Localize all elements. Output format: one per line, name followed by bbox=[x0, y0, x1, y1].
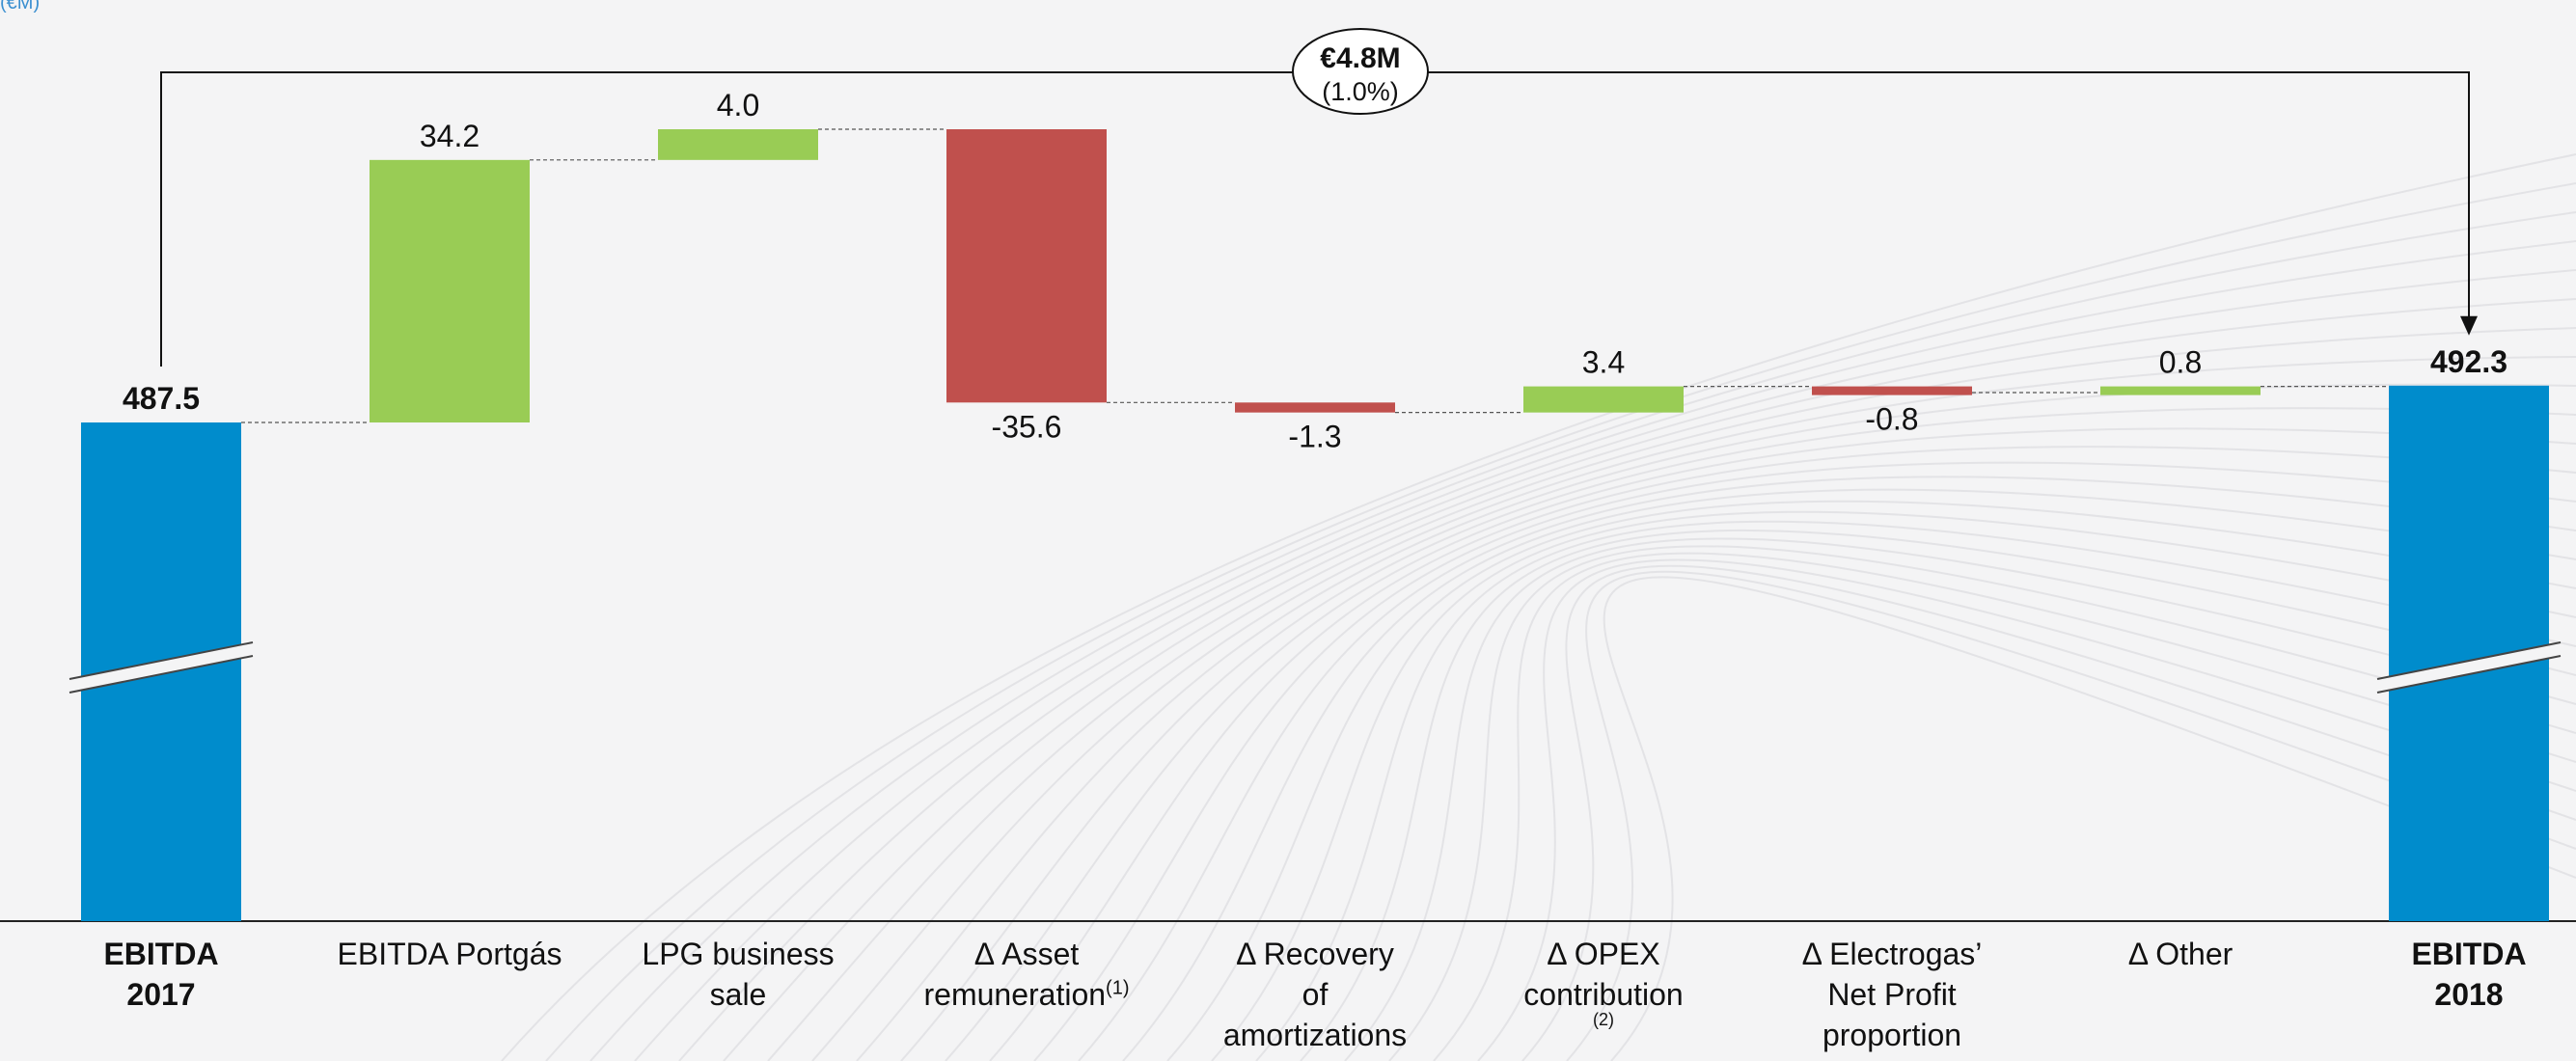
background-waves bbox=[501, 153, 2576, 1061]
axis-break-line bbox=[2376, 655, 2562, 694]
bar bbox=[2100, 386, 2261, 395]
bar bbox=[1812, 386, 1972, 395]
axis-break-line bbox=[2376, 641, 2562, 680]
background-wave-line bbox=[1033, 461, 2576, 1061]
data-label: 34.2 bbox=[420, 119, 480, 153]
background-wave-line bbox=[811, 356, 2576, 1061]
background-wave-line bbox=[589, 211, 2576, 1061]
x-tick-label: EBITDA 2018 bbox=[2411, 937, 2527, 1012]
data-label: -1.3 bbox=[1288, 420, 1341, 454]
unit-label: (€M) bbox=[0, 0, 41, 14]
data-label: 3.4 bbox=[1582, 345, 1625, 380]
background-wave-line bbox=[634, 240, 2576, 1061]
x-tick-label: Δ OPEX contribution (2) bbox=[1523, 937, 1684, 1029]
background-wave-line bbox=[856, 383, 2576, 1061]
background-wave-line bbox=[1477, 558, 2576, 1061]
axis-break-line bbox=[69, 641, 254, 680]
background-wave-line bbox=[767, 327, 2576, 1061]
axis-break-line bbox=[69, 655, 254, 694]
background-wave-line bbox=[1300, 530, 2576, 1061]
data-label: 492.3 bbox=[2430, 344, 2507, 379]
bar bbox=[946, 129, 1107, 403]
background-wave-line bbox=[545, 182, 2576, 1061]
background-wave-line bbox=[1166, 500, 2576, 1061]
delta-pct: (1.0%) bbox=[1322, 77, 1399, 106]
background-wave-line bbox=[1255, 520, 2576, 1061]
bar bbox=[1235, 402, 1395, 413]
delta-value: €4.8M bbox=[1320, 42, 1400, 74]
x-tick-label: Δ Recovery of amortizations bbox=[1222, 937, 1408, 1052]
background-wave-line bbox=[678, 269, 2576, 1061]
bar bbox=[370, 159, 530, 422]
x-tick-label: LPG business sale bbox=[642, 937, 835, 1012]
background-wave-line bbox=[501, 153, 2576, 1061]
background-wave-line bbox=[1388, 545, 2576, 1061]
background-wave-line bbox=[723, 298, 2576, 1061]
x-tick-label: Δ Other bbox=[2127, 937, 2233, 971]
background-wave-line bbox=[900, 407, 2576, 1061]
data-label: -0.8 bbox=[1865, 402, 1918, 437]
bar bbox=[658, 129, 818, 160]
background-wave-line bbox=[1078, 476, 2576, 1061]
axis-break-gap bbox=[69, 642, 253, 693]
delta-arrow-head bbox=[2460, 315, 2478, 336]
background-wave-line bbox=[945, 427, 2576, 1061]
background-wave-line bbox=[1566, 570, 2576, 1061]
bar bbox=[1523, 386, 1684, 413]
background-wave-line bbox=[989, 446, 2576, 1061]
background-wave-line bbox=[1603, 576, 2576, 1061]
x-tick-label: Δ Asset remuneration(1) bbox=[923, 937, 1130, 1012]
x-tick-label: Δ Electrogas’ Net Profit proportion bbox=[1801, 937, 1983, 1052]
x-tick-label: EBITDA 2017 bbox=[103, 937, 219, 1012]
background-wave-line bbox=[1211, 510, 2576, 1061]
background-wave-line bbox=[1344, 537, 2576, 1061]
x-tick-label: EBITDA Portgás bbox=[337, 937, 562, 971]
delta-bubble bbox=[1292, 28, 1429, 115]
data-label: 4.0 bbox=[717, 88, 759, 122]
data-label: -35.6 bbox=[992, 409, 1062, 444]
background-wave-line bbox=[1122, 488, 2576, 1061]
background-wave-line bbox=[1433, 552, 2576, 1061]
data-label: 0.8 bbox=[2159, 345, 2202, 380]
axis-break-gap bbox=[2377, 642, 2561, 693]
background-wave-line bbox=[1521, 564, 2576, 1061]
data-label: 487.5 bbox=[123, 381, 200, 416]
